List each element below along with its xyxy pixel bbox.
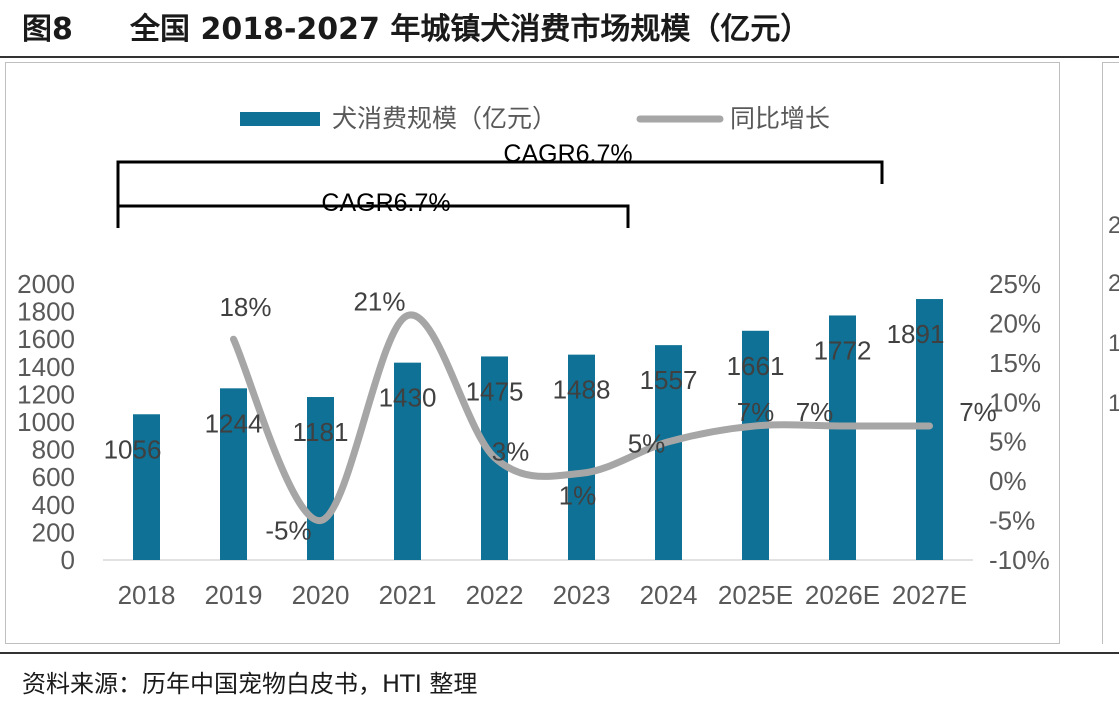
growth-value-label: 3% — [492, 436, 530, 466]
growth-value-label: 21% — [353, 287, 405, 317]
adjacent-chart-tick: 2 — [1108, 212, 1119, 239]
x-tick-label: 2026E — [805, 580, 880, 610]
bar-value-label: 1430 — [379, 383, 437, 413]
y-left-tick-label: 800 — [32, 435, 75, 465]
y-left-tick-label: 1800 — [17, 297, 75, 327]
x-tick-label: 2021 — [379, 580, 437, 610]
figure-label: 图8 — [22, 12, 73, 47]
y-left-tick-label: 600 — [32, 462, 75, 492]
bar-value-label: 1475 — [466, 376, 524, 406]
x-tick-label: 2022 — [466, 580, 524, 610]
adjacent-chart-edge — [1102, 62, 1119, 644]
legend-swatch-bar — [240, 112, 320, 126]
bar — [394, 362, 421, 560]
adjacent-chart-tick: 2 — [1108, 270, 1119, 297]
cagr-label: CAGR6.7% — [321, 189, 450, 217]
y-right-tick-label: 10% — [989, 387, 1041, 417]
cagr-bracket — [116, 204, 630, 228]
x-tick-label: 2025E — [718, 580, 793, 610]
bar — [307, 397, 334, 560]
growth-value-label: 7% — [737, 397, 775, 427]
y-right-tick-label: -5% — [989, 506, 1035, 536]
y-right-tick-label: 25% — [989, 269, 1041, 299]
y-right-tick-label: 20% — [989, 308, 1041, 338]
bar-value-label: 1557 — [640, 365, 698, 395]
bar — [568, 354, 595, 560]
adjacent-chart-tick: 1 — [1108, 330, 1119, 357]
y-left-tick-label: 1400 — [17, 352, 75, 382]
y-left-tick-label: 200 — [32, 517, 75, 547]
growth-value-label: 1% — [559, 480, 597, 510]
bar — [220, 388, 247, 560]
y-left-tick-label: 1000 — [17, 407, 75, 437]
legend-label-bar: 犬消费规模（亿元） — [332, 105, 557, 133]
y-left-tick-label: 2000 — [17, 269, 75, 299]
growth-value-label: 5% — [628, 429, 666, 459]
bar-value-label: 1244 — [205, 408, 263, 438]
figure-title: 全国 2018-2027 年城镇犬消费市场规模（亿元） — [130, 12, 811, 47]
y-left-tick-label: 400 — [32, 490, 75, 520]
bar — [916, 299, 943, 560]
source-note: 资料来源：历年中国宠物白皮书，HTI 整理 — [22, 670, 478, 698]
growth-value-label: -5% — [265, 516, 311, 546]
bar-value-label: 1891 — [887, 319, 945, 349]
bar — [655, 345, 682, 560]
x-tick-label: 2019 — [205, 580, 263, 610]
y-right-tick-label: 5% — [989, 427, 1027, 457]
chart-frame — [5, 62, 1060, 644]
header-rule — [0, 56, 1119, 58]
y-left-tick-label: 1200 — [17, 379, 75, 409]
x-tick-label: 2024 — [640, 580, 698, 610]
growth-value-label: 7% — [796, 397, 834, 427]
y-right-tick-label: 0% — [989, 466, 1027, 496]
bar-value-label: 1661 — [727, 351, 785, 381]
y-right-tick-label: -10% — [989, 545, 1050, 575]
growth-value-label: 18% — [219, 292, 271, 322]
growth-value-label: 7% — [959, 397, 997, 427]
x-tick-label: 2023 — [553, 580, 611, 610]
x-tick-label: 2020 — [292, 580, 350, 610]
bar-value-label: 1181 — [293, 417, 349, 447]
cagr-bracket — [116, 160, 884, 228]
bar-value-label: 1056 — [104, 434, 162, 464]
cagr-label: CAGR6.7% — [503, 140, 632, 168]
bar-value-label: 1772 — [814, 335, 872, 365]
source-rule — [0, 652, 1119, 654]
adjacent-chart-tick: 1 — [1108, 390, 1119, 417]
bar — [742, 330, 769, 560]
legend-label-line: 同比增长 — [730, 105, 830, 133]
growth-line — [230, 311, 933, 525]
x-tick-label: 2018 — [118, 580, 176, 610]
y-left-tick-label: 0 — [61, 545, 75, 575]
figure-header: 图8 全国 2018-2027 年城镇犬消费市场规模（亿元） — [0, 0, 1119, 54]
y-right-tick-label: 15% — [989, 348, 1041, 378]
y-left-tick-label: 1600 — [17, 324, 75, 354]
bar-value-label: 1488 — [553, 375, 611, 405]
bar — [829, 315, 856, 560]
bar — [133, 414, 160, 560]
x-tick-label: 2027E — [892, 580, 967, 610]
